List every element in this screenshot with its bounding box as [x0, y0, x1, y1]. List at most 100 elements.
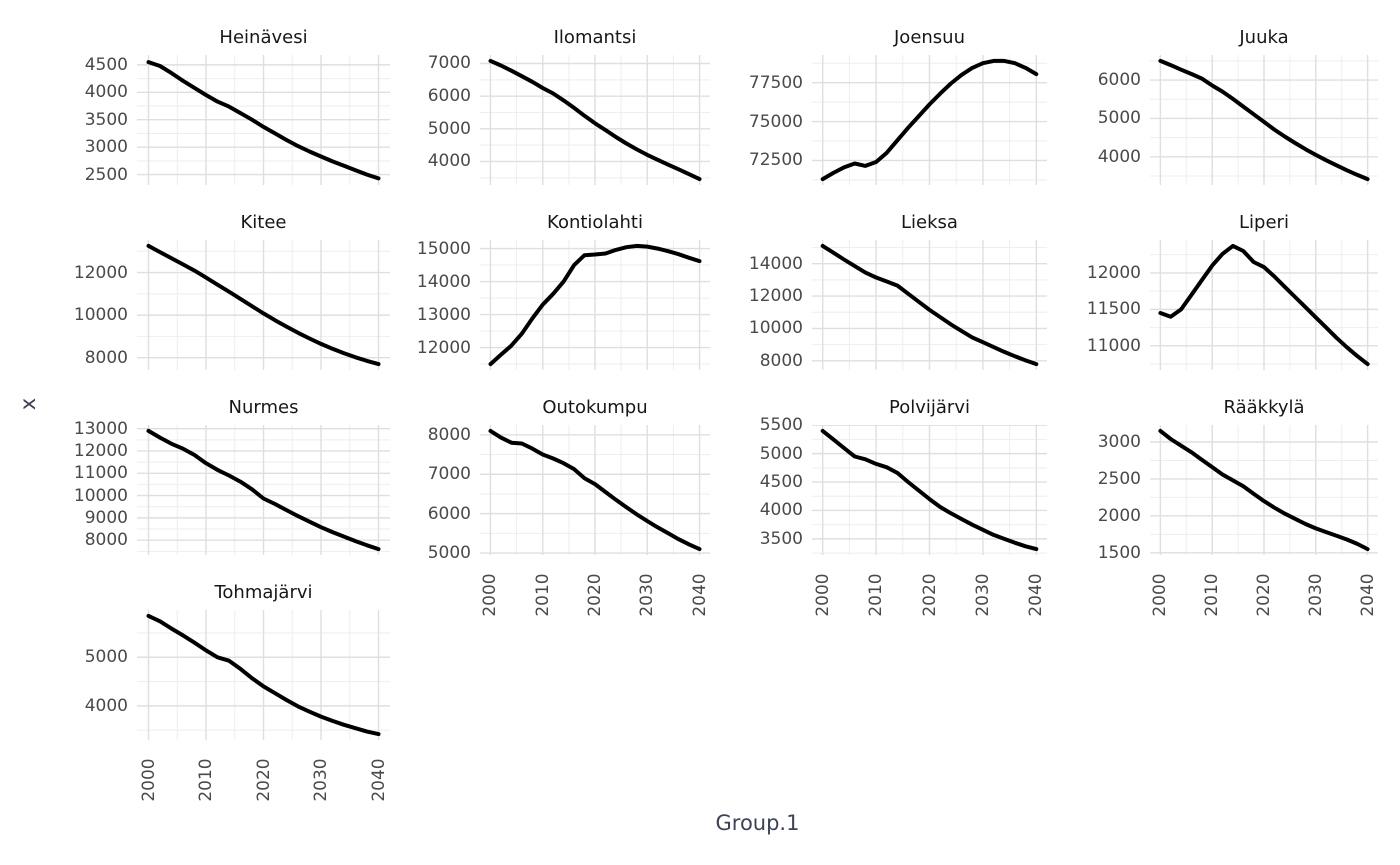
x-tick-label: 2030 [972, 573, 993, 617]
x-axis-title: Group.1 [715, 811, 800, 835]
facet-title-outokumpu: Outokumpu [542, 397, 648, 418]
facet-title-juuka: Juuka [1239, 27, 1289, 48]
y-tick-label: 2500 [1097, 468, 1141, 489]
panel-kontiolahti [480, 240, 710, 370]
panel-nurmes [137, 425, 390, 555]
y-tick-label: 12000 [1086, 262, 1141, 283]
x-tick-label: 2000 [480, 573, 501, 617]
panel-liperi [1150, 240, 1378, 370]
x-tick-label: 2030 [637, 573, 658, 617]
facet-title-lieksa: Lieksa [901, 212, 958, 233]
y-tick-label: 77500 [748, 72, 803, 93]
x-tick-label: 2030 [311, 758, 331, 802]
series-line-outokumpu [488, 428, 702, 552]
y-tick-label: 10000 [748, 318, 803, 339]
y-tick-label: 75000 [748, 111, 803, 132]
y-tick-label: 12000 [73, 262, 128, 283]
facet-title-heinavesi: Heinävesi [219, 27, 308, 48]
facet-title-joensuu: Joensuu [894, 27, 965, 48]
x-tick-label: 2020 [253, 758, 274, 802]
y-tick-label: 13000 [416, 304, 471, 325]
y-tick-label: 4000 [759, 500, 803, 521]
x-tick-label: 2040 [368, 758, 389, 802]
panel-joensuu [812, 55, 1047, 185]
panel-lieksa [812, 240, 1047, 370]
facet-title-ilomantsi: Ilomantsi [553, 27, 637, 48]
x-tick-label: 2010 [196, 758, 216, 802]
y-tick-label: 5500 [759, 415, 803, 436]
panel-kitee [137, 240, 390, 370]
y-tick-label: 4000 [84, 695, 128, 716]
y-tick-label: 8000 [427, 424, 471, 445]
y-tick-label: 13000 [73, 418, 128, 439]
y-tick-label: 3000 [1097, 431, 1141, 452]
facet-title-nurmes: Nurmes [228, 397, 299, 418]
x-tick-label: 2040 [1357, 573, 1378, 617]
panel-heinavesi [137, 55, 390, 185]
y-tick-label: 12000 [73, 440, 128, 461]
facet-title-kitee: Kitee [240, 212, 287, 233]
series-line-juuka [1158, 58, 1370, 182]
x-tick-label: 2010 [866, 573, 887, 617]
y-tick-label: 6000 [427, 503, 471, 524]
y-tick-label: 15000 [416, 238, 471, 259]
y-tick-label: 2000 [1097, 505, 1141, 526]
series-line-ilomantsi [488, 58, 702, 182]
series-line-liperi [1158, 243, 1370, 367]
series-line-kitee [146, 243, 381, 367]
x-tick-label: 2040 [689, 573, 710, 617]
series-line-joensuu [820, 58, 1039, 182]
facet-title-raakkyla: Rääkkylä [1223, 397, 1305, 418]
y-tick-label: 4000 [1097, 146, 1141, 167]
x-tick-label: 2020 [919, 573, 940, 617]
series-line-nurmes [146, 428, 381, 552]
y-tick-label: 10000 [73, 305, 128, 326]
panel-raakkyla [1150, 425, 1378, 555]
y-tick-label: 5000 [1097, 108, 1141, 129]
facet-title-kontiolahti: Kontiolahti [547, 212, 643, 233]
facet-title-tohmajarvi: Tohmajärvi [214, 582, 313, 603]
y-tick-label: 11000 [73, 463, 128, 484]
y-tick-label: 11500 [1086, 299, 1141, 320]
y-tick-label: 9000 [84, 507, 128, 528]
x-tick-label: 2000 [138, 758, 159, 802]
y-tick-label: 4500 [84, 54, 128, 75]
series-line-kontiolahti [488, 243, 702, 367]
y-tick-label: 72500 [748, 150, 803, 171]
y-axis-title: x [16, 397, 40, 411]
x-tick-label: 2010 [1202, 573, 1223, 617]
series-line-lieksa [820, 243, 1039, 367]
series-line-tohmajarvi [146, 613, 381, 737]
y-tick-label: 8000 [84, 347, 128, 368]
y-tick-label: 5000 [427, 543, 471, 564]
panel-polvijarvi [812, 425, 1047, 555]
y-tick-label: 8000 [759, 350, 803, 371]
x-tick-label: 2020 [1254, 573, 1274, 617]
x-tick-label: 2010 [532, 573, 553, 617]
y-tick-label: 3500 [759, 528, 803, 549]
x-tick-label: 2030 [1305, 573, 1326, 617]
y-tick-label: 1500 [1097, 542, 1141, 563]
y-tick-label: 14000 [416, 271, 471, 292]
facet-title-polvijarvi: Polvijärvi [889, 397, 970, 418]
x-tick-label: 2040 [1026, 573, 1047, 617]
x-tick-label: 2000 [812, 573, 833, 617]
x-tick-label: 2000 [1150, 573, 1171, 617]
y-tick-label: 12000 [416, 337, 471, 358]
y-tick-label: 5000 [759, 443, 803, 464]
y-tick-label: 4000 [427, 151, 471, 172]
panel-tohmajarvi [137, 610, 390, 740]
facet-title-liperi: Liperi [1239, 212, 1289, 233]
y-tick-label: 3000 [84, 137, 128, 158]
panel-outokumpu [480, 425, 710, 555]
y-tick-label: 11000 [1086, 335, 1141, 356]
y-tick-label: 7000 [427, 464, 471, 485]
y-tick-label: 6000 [1097, 70, 1141, 91]
y-tick-label: 8000 [84, 530, 128, 551]
series-line-heinavesi [146, 60, 381, 181]
panel-juuka [1150, 55, 1378, 185]
y-tick-label: 5000 [84, 647, 128, 668]
y-tick-label: 3500 [84, 109, 128, 130]
y-tick-label: 10000 [73, 485, 128, 506]
